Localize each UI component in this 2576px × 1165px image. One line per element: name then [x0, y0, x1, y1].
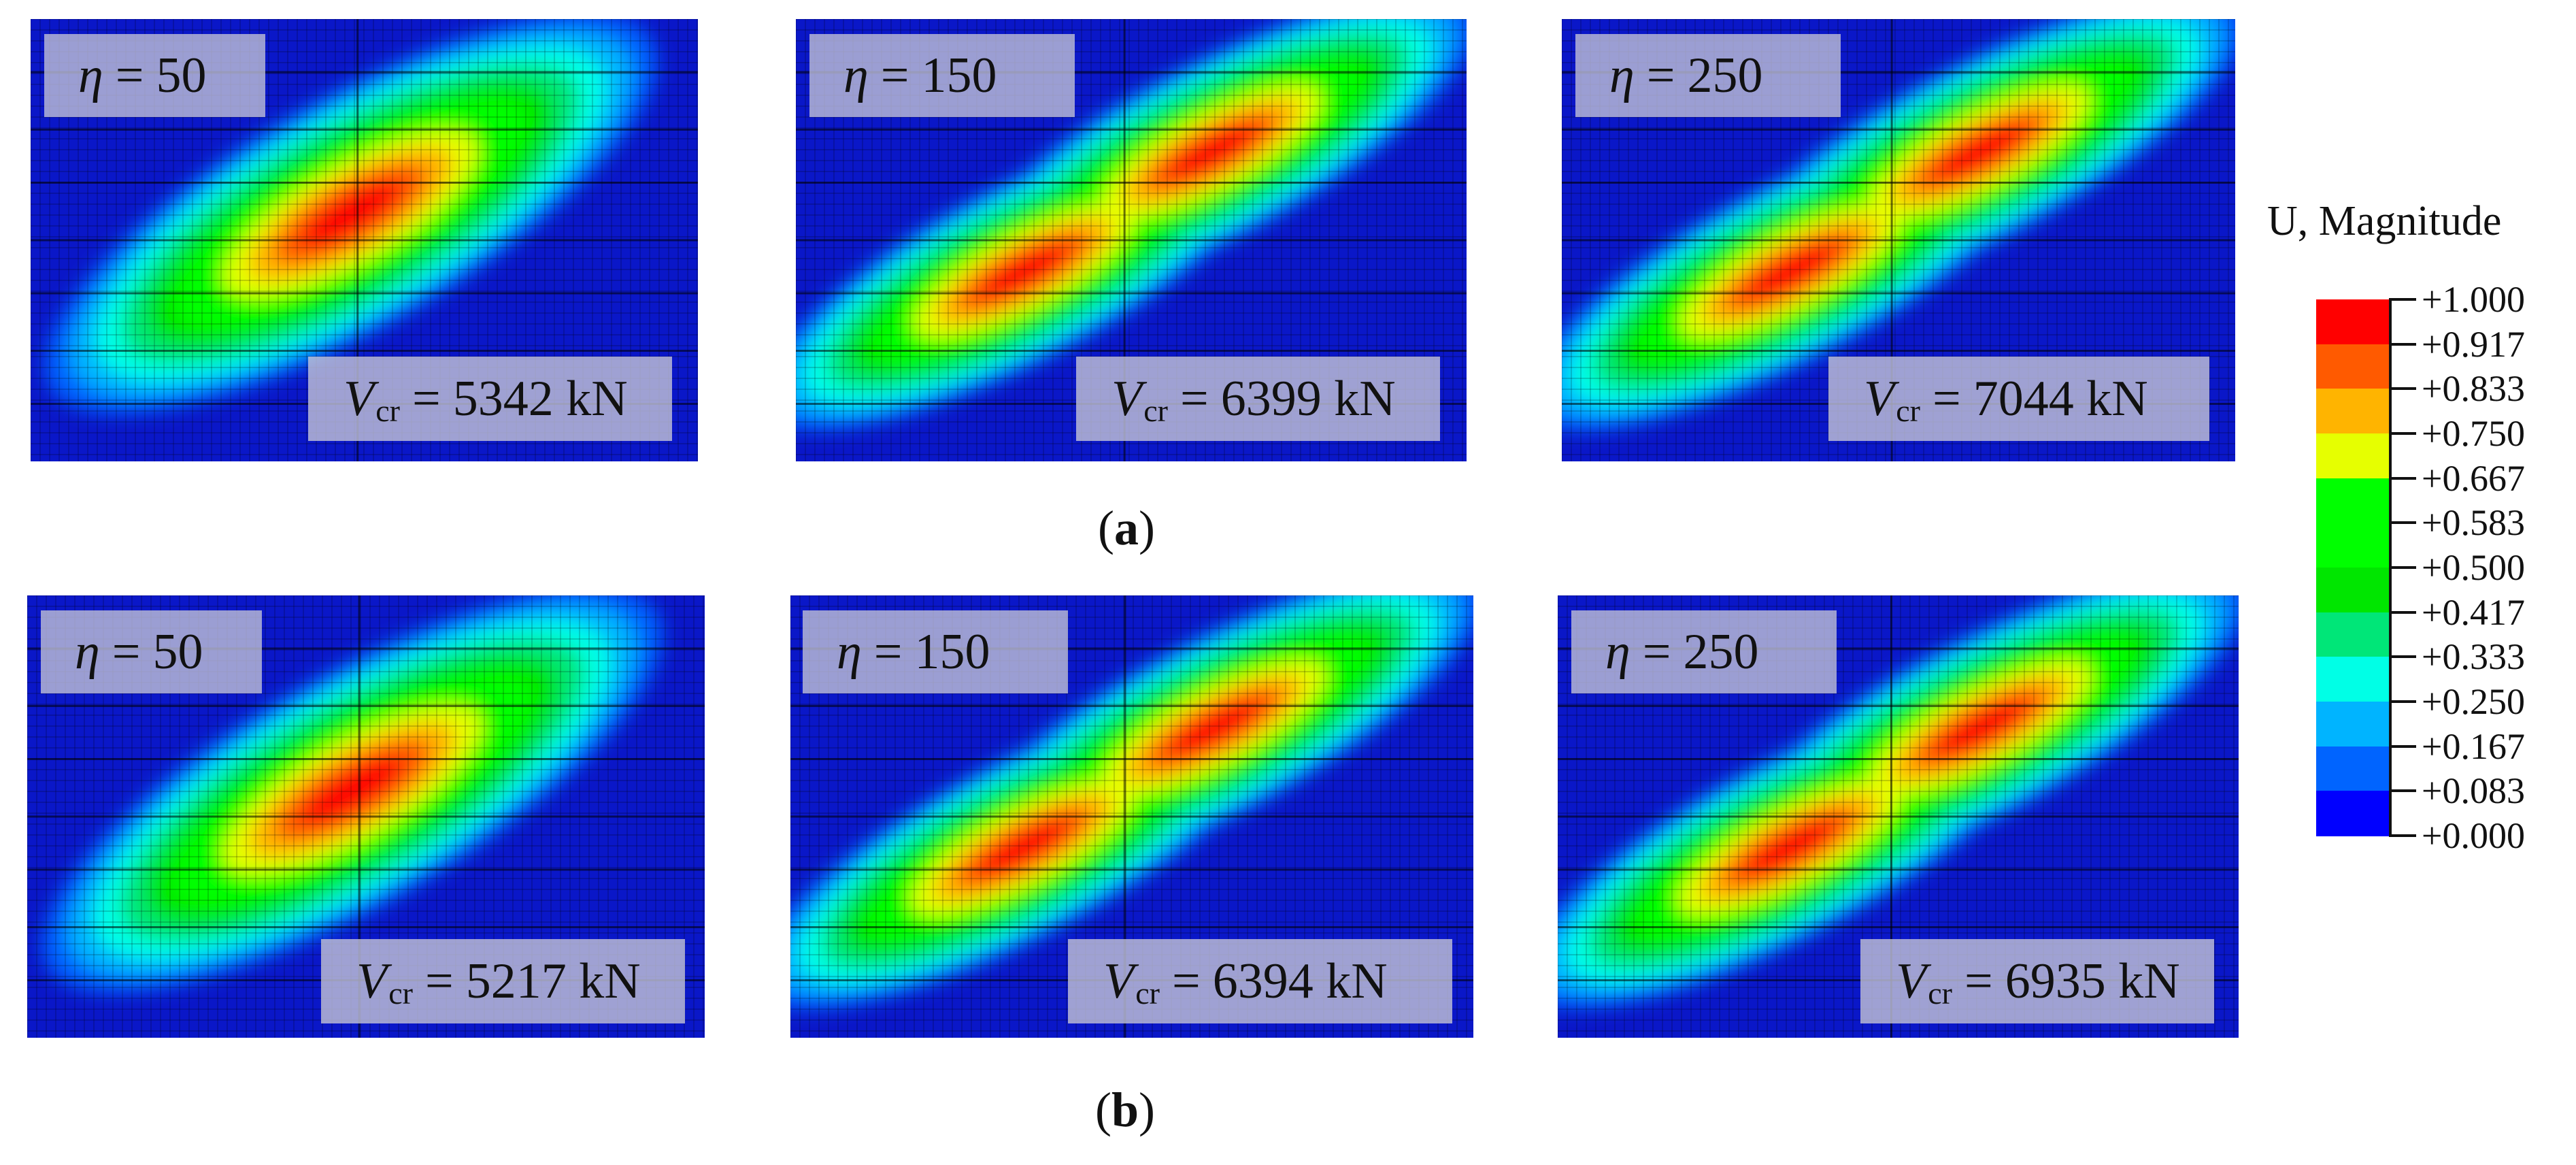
legend-tick-label: +0.750 [2422, 413, 2525, 454]
legend-tick [2389, 476, 2416, 480]
color-swatch [2316, 478, 2390, 524]
legend-tick-label: +0.000 [2422, 815, 2525, 856]
legend-tick-label: +0.250 [2422, 681, 2525, 722]
legend-tick-label: +0.417 [2422, 591, 2525, 633]
legend-tick-label: +0.083 [2422, 770, 2525, 812]
legend-tick [2389, 610, 2416, 614]
legend-tick-label: +1.000 [2422, 279, 2525, 320]
contour-plot [1562, 19, 2235, 461]
eta-label: η = 150 [803, 610, 1068, 693]
legend-tick [2389, 521, 2416, 525]
eta-label: η = 250 [1571, 610, 1837, 693]
color-swatch [2316, 791, 2390, 836]
legend-tick [2389, 566, 2416, 569]
color-swatch [2316, 702, 2390, 747]
legend-tick [2389, 387, 2416, 391]
contour-plot [796, 19, 1467, 461]
legend-tick [2389, 834, 2416, 837]
eta-label: η = 250 [1575, 34, 1841, 117]
contour-plot [790, 595, 1473, 1038]
legend-tick [2389, 789, 2416, 793]
caption-a: (a) [1098, 501, 1155, 555]
legend-tick-label: +0.667 [2422, 457, 2525, 499]
color-scale-bar [2316, 299, 2390, 836]
color-swatch [2316, 568, 2390, 613]
contour-plot [31, 19, 698, 461]
color-swatch [2316, 746, 2390, 792]
legend-tick [2389, 342, 2416, 346]
legend-tick-label: +0.500 [2422, 547, 2525, 588]
color-swatch [2316, 389, 2390, 434]
legend-tick [2389, 700, 2416, 703]
legend-tick-label: +0.167 [2422, 725, 2525, 767]
color-swatch [2316, 612, 2390, 658]
legend-tick-label: +0.333 [2422, 636, 2525, 678]
legend-tick-label: +0.833 [2422, 368, 2525, 410]
color-swatch [2316, 433, 2390, 479]
legend-tick [2389, 744, 2416, 748]
contour-plot [1558, 595, 2239, 1038]
color-swatch [2316, 657, 2390, 702]
legend-tick-label: +0.583 [2422, 502, 2525, 544]
color-swatch [2316, 523, 2390, 568]
eta-label: η = 50 [41, 610, 262, 693]
caption-b: (b) [1095, 1083, 1156, 1137]
legend-tick [2389, 655, 2416, 659]
legend-tick [2389, 298, 2416, 301]
eta-label: η = 150 [809, 34, 1075, 117]
color-swatch [2316, 299, 2390, 345]
contour-plot [27, 595, 705, 1038]
legend-title: U, Magnitude [2267, 198, 2502, 244]
color-swatch [2316, 344, 2390, 390]
legend-tick-label: +0.917 [2422, 323, 2525, 365]
eta-label: η = 50 [44, 34, 265, 117]
legend-tick [2389, 432, 2416, 435]
